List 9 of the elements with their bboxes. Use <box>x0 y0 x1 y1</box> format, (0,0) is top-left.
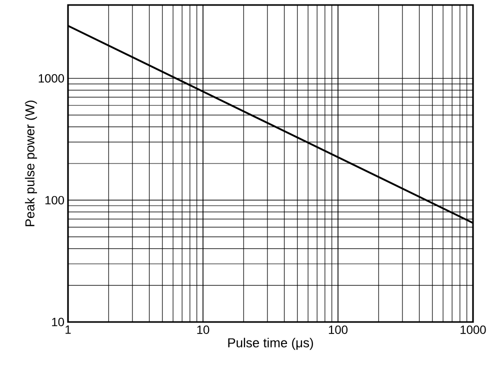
y-tick-label: 1000 <box>38 74 64 83</box>
x-tick-label: 1000 <box>460 326 486 334</box>
x-tick-label: 100 <box>328 326 348 334</box>
x-tick-label: 1 <box>66 326 71 334</box>
y-axis-title: Peak pulse power (W) <box>24 100 38 226</box>
y-tick-label: 10 <box>52 318 64 326</box>
x-axis-title: Pulse time (μs) <box>228 338 313 350</box>
x-tick-label: 10 <box>197 326 210 334</box>
y-tick-label: 100 <box>45 196 64 204</box>
